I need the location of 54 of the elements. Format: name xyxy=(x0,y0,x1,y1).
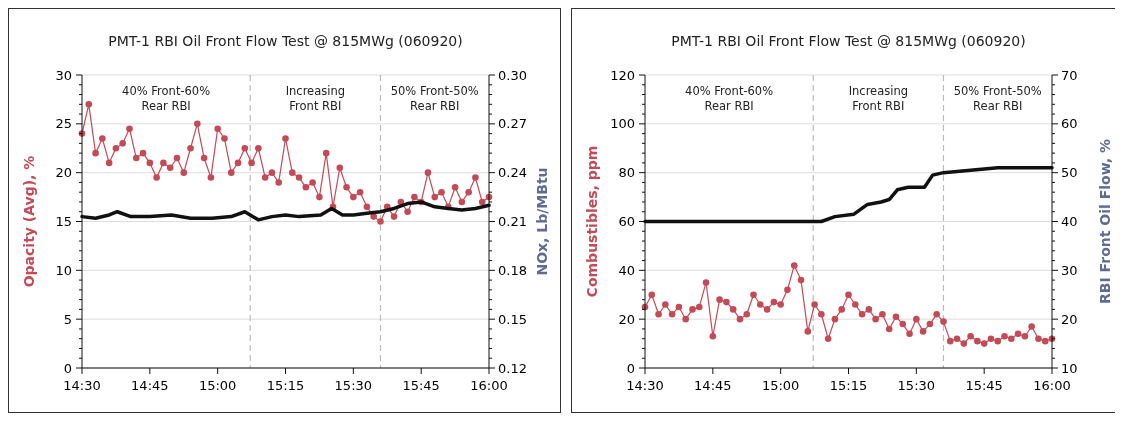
x-tick-label: 15:00 xyxy=(761,378,800,393)
y2-tick-label: 0.18 xyxy=(498,262,527,278)
x-tick-label: 15:00 xyxy=(198,378,237,393)
annotation: 40% Front-60% Rear RBI xyxy=(685,84,774,113)
x-tick-label: 15:15 xyxy=(829,378,868,393)
y-axis-title: Combustibles, ppm xyxy=(584,145,600,298)
y2-tick-label: 0.30 xyxy=(498,67,527,83)
y-tick-label: 5 xyxy=(63,311,72,327)
y2-tick-label: 20 xyxy=(1061,311,1078,327)
y-axis-title: Opacity (Avg), % xyxy=(21,155,37,288)
y-tick-label: 20 xyxy=(55,165,72,181)
annotation: Increasing Front RBI xyxy=(848,84,909,113)
x-tick-label: 14:45 xyxy=(131,378,169,393)
y2-tick-label: 0.21 xyxy=(498,214,527,230)
chart-title: PMT-1 RBI Oil Front Flow Test @ 815MWg (060920) xyxy=(108,33,463,49)
x-tick-label: 16:00 xyxy=(470,378,508,393)
y-tick-label: 0 xyxy=(626,360,635,376)
y-tick-label: 10 xyxy=(55,262,72,278)
x-tick-label: 15:30 xyxy=(897,378,936,393)
annotation: Increasing Front RBI xyxy=(285,84,346,113)
y2-axis-title: RBI Front Oil Flow, % xyxy=(1097,139,1113,304)
y-tick-label: 20 xyxy=(618,311,635,327)
y-tick-label: 0 xyxy=(63,360,72,376)
annotation: 50% Front-50% Rear RBI xyxy=(390,84,479,113)
y2-tick-label: 10 xyxy=(1061,360,1078,376)
y2-tick-label: 40 xyxy=(1061,214,1078,230)
x-tick-label: 14:30 xyxy=(626,378,664,393)
x-tick-label: 15:15 xyxy=(266,378,305,393)
y2-tick-label: 70 xyxy=(1061,67,1078,83)
y-tick-label: 100 xyxy=(610,116,635,132)
annotation: 50% Front-50% Rear RBI xyxy=(953,84,1042,113)
x-tick-label: 14:45 xyxy=(694,378,732,393)
y-tick-label: 30 xyxy=(55,67,72,83)
y-tick-label: 25 xyxy=(55,116,72,132)
y-tick-label: 40 xyxy=(618,262,635,278)
y2-tick-label: 0.27 xyxy=(498,116,527,132)
y2-tick-label: 0.12 xyxy=(498,360,527,376)
x-tick-label: 16:00 xyxy=(1033,378,1071,393)
y2-axis-title: NOx, Lb/MBtu xyxy=(534,167,550,276)
x-tick-label: 15:45 xyxy=(402,378,440,393)
annotation: 40% Front-60% Rear RBI xyxy=(122,84,211,113)
y-tick-label: 15 xyxy=(55,214,72,230)
x-tick-label: 15:45 xyxy=(965,378,1003,393)
x-tick-label: 15:30 xyxy=(334,378,373,393)
y2-tick-label: 50 xyxy=(1061,165,1078,181)
y2-tick-label: 0.15 xyxy=(498,311,527,327)
x-tick-label: 14:30 xyxy=(63,378,101,393)
y2-tick-label: 30 xyxy=(1061,262,1078,278)
y-tick-label: 60 xyxy=(618,214,635,230)
y2-tick-label: 60 xyxy=(1061,116,1078,132)
y-tick-label: 120 xyxy=(610,67,635,83)
chart-title: PMT-1 RBI Oil Front Flow Test @ 815MWg (060920) xyxy=(671,33,1026,49)
y2-tick-label: 0.24 xyxy=(498,165,527,181)
y-tick-label: 80 xyxy=(618,165,635,181)
